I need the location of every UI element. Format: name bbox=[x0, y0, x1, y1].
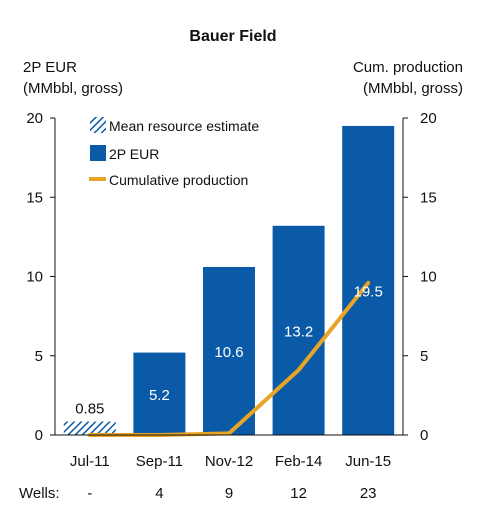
legend-label-cumulative-production: Cumulative production bbox=[109, 172, 248, 188]
wells-count: 23 bbox=[360, 485, 377, 502]
x-category-label: Feb-14 bbox=[275, 453, 323, 470]
bar-2p-eur bbox=[342, 125, 395, 436]
y-left-tick-label: 15 bbox=[26, 189, 43, 206]
chart-title: Bauer Field bbox=[189, 28, 276, 45]
y-left-tick-label: 5 bbox=[35, 348, 43, 365]
y-right-tick-label: 5 bbox=[420, 348, 428, 365]
y-axis-left-title-line1: 2P EUR bbox=[23, 59, 77, 76]
y-left-tick-label: 0 bbox=[35, 427, 43, 444]
legend-swatch-2p-eur bbox=[90, 145, 106, 161]
wells-count: 9 bbox=[225, 485, 233, 502]
bar-2p-eur bbox=[133, 352, 186, 435]
bar-2p-eur bbox=[272, 225, 325, 435]
y-right-tick-label: 15 bbox=[420, 189, 437, 206]
bar-2p-eur bbox=[203, 266, 255, 435]
bar-mean-resource-estimate bbox=[63, 421, 116, 435]
y-axis-right-title-line2: (MMbbl, gross) bbox=[363, 80, 463, 97]
y-right-tick-label: 0 bbox=[420, 427, 428, 444]
wells-count: 4 bbox=[155, 485, 163, 502]
x-category-label: Jul-11 bbox=[70, 453, 110, 470]
wells-count: 12 bbox=[290, 485, 307, 502]
wells-count: - bbox=[87, 485, 92, 502]
y-left-tick-label: 10 bbox=[26, 269, 43, 286]
legend-swatch-mean-resource bbox=[90, 117, 106, 133]
legend-label-mean-resource: Mean resource estimate bbox=[109, 118, 259, 134]
y-right-tick-label: 20 bbox=[420, 110, 437, 127]
y-axis-right-title-line1: Cum. production bbox=[353, 59, 463, 76]
x-category-label: Sep-11 bbox=[136, 453, 183, 470]
y-axis-left-title-line2: (MMbbl, gross) bbox=[23, 80, 123, 97]
y-left-tick-label: 20 bbox=[26, 110, 43, 127]
legend: Mean resource estimate 2P EUR Cumulative… bbox=[89, 117, 259, 188]
x-category-label: Jun-15 bbox=[345, 453, 391, 470]
bar-value-label: 19.5 bbox=[354, 283, 383, 300]
x-category-label: Nov-12 bbox=[205, 453, 253, 470]
wells-row-label: Wells: bbox=[19, 485, 60, 502]
bar-value-label: 10.6 bbox=[214, 344, 243, 361]
legend-label-2p-eur: 2P EUR bbox=[109, 146, 159, 162]
bar-value-label: 5.2 bbox=[149, 387, 170, 404]
bar-value-label: 13.2 bbox=[284, 323, 313, 340]
y-right-tick-label: 10 bbox=[420, 269, 437, 286]
bar-value-label: 0.85 bbox=[75, 401, 104, 418]
